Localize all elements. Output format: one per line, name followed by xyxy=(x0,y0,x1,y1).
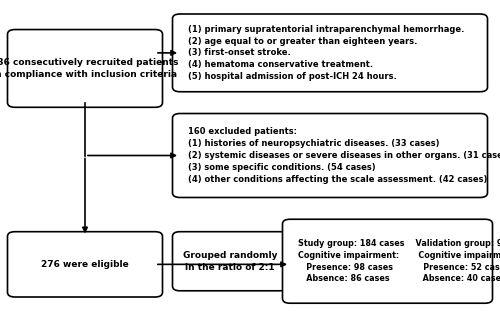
Text: (1) primary supratentorial intraparenchymal hemorrhage.
(2) age equal to or grea: (1) primary supratentorial intraparenchy… xyxy=(188,25,464,81)
FancyBboxPatch shape xyxy=(282,219,492,303)
Text: 436 consecutively recruited patients
in compliance with inclusion criteria: 436 consecutively recruited patients in … xyxy=(0,58,179,79)
FancyBboxPatch shape xyxy=(172,232,288,291)
FancyBboxPatch shape xyxy=(172,14,488,92)
Text: Grouped randomly
in the ratio of 2:1: Grouped randomly in the ratio of 2:1 xyxy=(182,251,277,272)
FancyBboxPatch shape xyxy=(8,232,162,297)
Text: 276 were eligible: 276 were eligible xyxy=(41,260,129,269)
FancyBboxPatch shape xyxy=(8,30,162,107)
Text: Study group: 184 cases    Validation group: 92 cases
Cognitive impairment:      : Study group: 184 cases Validation group:… xyxy=(298,239,500,283)
FancyBboxPatch shape xyxy=(172,114,488,197)
Text: 160 excluded patients:
(1) histories of neuropsychiatric diseases. (33 cases)
(2: 160 excluded patients: (1) histories of … xyxy=(188,128,500,183)
